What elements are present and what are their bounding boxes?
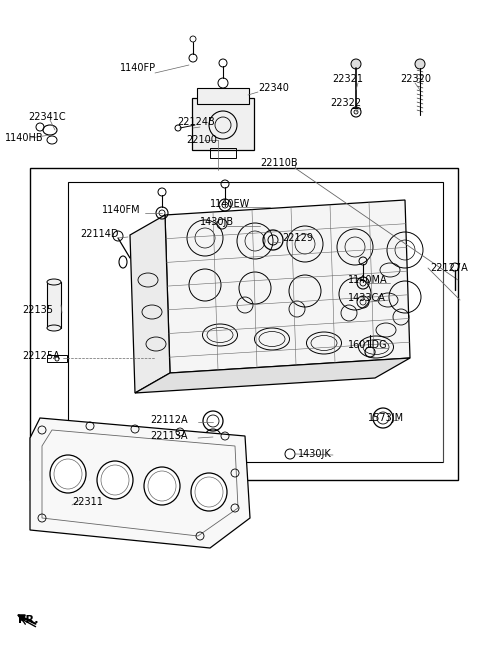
Text: FR.: FR. [18, 615, 38, 625]
Text: 22113A: 22113A [150, 431, 188, 441]
Text: 22135: 22135 [22, 305, 53, 315]
Text: 22321: 22321 [332, 74, 363, 84]
Polygon shape [165, 200, 410, 373]
Bar [192, 98, 254, 150]
Text: 1140MA: 1140MA [348, 275, 388, 285]
Text: 22114D: 22114D [80, 229, 119, 239]
Circle shape [210, 434, 216, 440]
Bar [47, 282, 61, 328]
Text: 1140HB: 1140HB [5, 133, 44, 143]
Text: 1140EW: 1140EW [210, 199, 250, 209]
Text: 22341C: 22341C [28, 112, 66, 122]
Text: 22322: 22322 [330, 98, 361, 108]
Polygon shape [30, 418, 250, 548]
Text: 22311: 22311 [72, 497, 103, 507]
Bar [30, 168, 458, 480]
Text: 1430JK: 1430JK [298, 449, 332, 459]
Circle shape [415, 59, 425, 69]
Text: 22112A: 22112A [150, 415, 188, 425]
Text: 1140FM: 1140FM [102, 205, 141, 215]
Text: 1601DG: 1601DG [348, 340, 388, 350]
Bar [197, 88, 249, 104]
Text: 22340: 22340 [258, 83, 289, 93]
Text: 22125A: 22125A [22, 351, 60, 361]
Bar [210, 148, 236, 158]
Polygon shape [135, 358, 410, 393]
Text: 1140FP: 1140FP [120, 63, 156, 73]
Bar [47, 355, 67, 362]
Text: 22129: 22129 [282, 233, 313, 243]
Ellipse shape [47, 279, 61, 285]
Circle shape [351, 59, 361, 69]
Text: 22100: 22100 [186, 135, 217, 145]
Ellipse shape [191, 473, 227, 511]
Ellipse shape [50, 455, 86, 493]
Bar [68, 182, 443, 462]
Text: 22124B: 22124B [177, 117, 215, 127]
Ellipse shape [47, 325, 61, 331]
Text: 1433CA: 1433CA [348, 293, 386, 303]
Text: 1573JM: 1573JM [368, 413, 404, 423]
Ellipse shape [144, 467, 180, 505]
Ellipse shape [97, 461, 133, 499]
Text: 1430JB: 1430JB [200, 217, 234, 227]
Text: 22320: 22320 [400, 74, 431, 84]
Text: 22127A: 22127A [430, 263, 468, 273]
Polygon shape [130, 215, 170, 393]
Text: 22110B: 22110B [260, 158, 298, 168]
